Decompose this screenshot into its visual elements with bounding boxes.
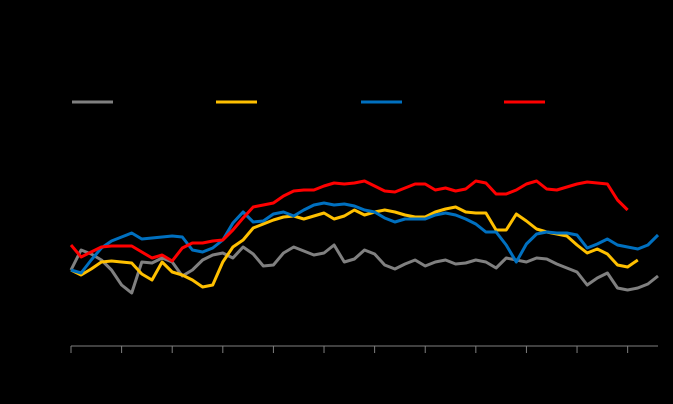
series-line — [69, 179, 629, 263]
series-line — [70, 201, 660, 275]
series-line — [70, 205, 639, 289]
